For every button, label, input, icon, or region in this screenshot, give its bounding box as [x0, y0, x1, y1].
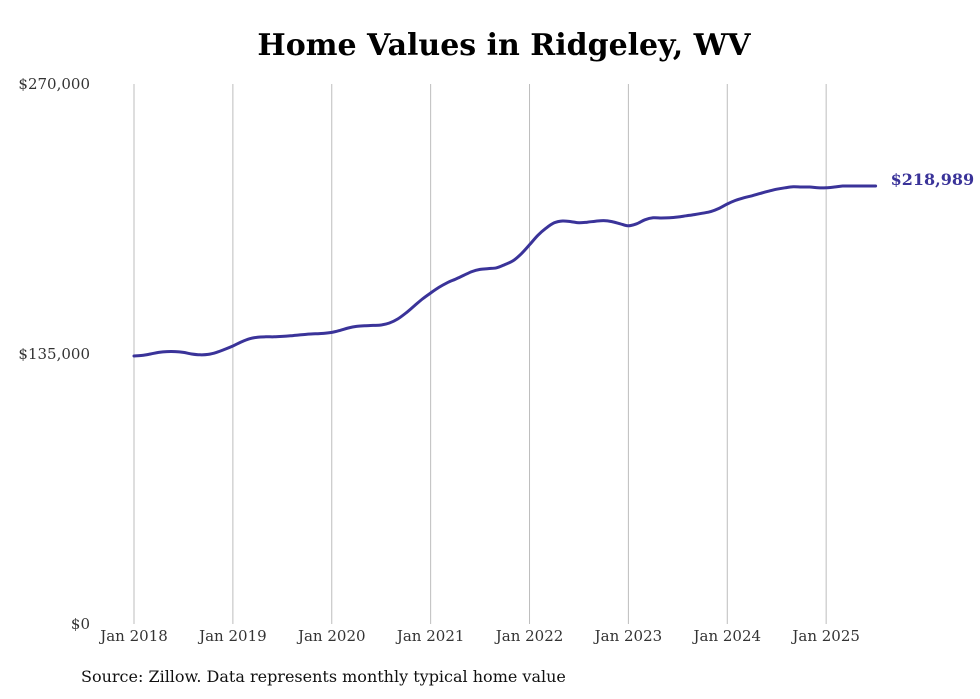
gridlines: [133, 84, 827, 624]
y-tick-label: $0: [71, 615, 90, 633]
x-tick-label: Jan 2022: [494, 627, 564, 645]
x-tick-label: Jan 2020: [296, 627, 366, 645]
x-tick-label: Jan 2024: [691, 627, 761, 645]
y-axis-tick-labels: $0 $135,000 $270,000: [18, 75, 90, 633]
end-value-label: $218,989: [891, 170, 975, 189]
chart-title: Home Values in Ridgeley, WV: [257, 28, 751, 63]
x-tick-label: Jan 2021: [395, 627, 465, 645]
series-layer: $218,989: [132, 170, 975, 358]
x-tick-label: Jan 2025: [790, 627, 860, 645]
y-tick-label: $135,000: [18, 345, 90, 363]
x-tick-label: Jan 2023: [593, 627, 663, 645]
x-tick-label: Jan 2018: [98, 627, 168, 645]
x-axis-tick-labels: Jan 2018 Jan 2019 Jan 2020 Jan 2021 Jan 2022…: [98, 627, 860, 645]
source-note: Source: Zillow. Data represents monthly …: [81, 667, 566, 686]
series-line-0: [132, 184, 878, 358]
y-tick-label: $270,000: [18, 75, 90, 93]
x-tick-label: Jan 2019: [197, 627, 267, 645]
